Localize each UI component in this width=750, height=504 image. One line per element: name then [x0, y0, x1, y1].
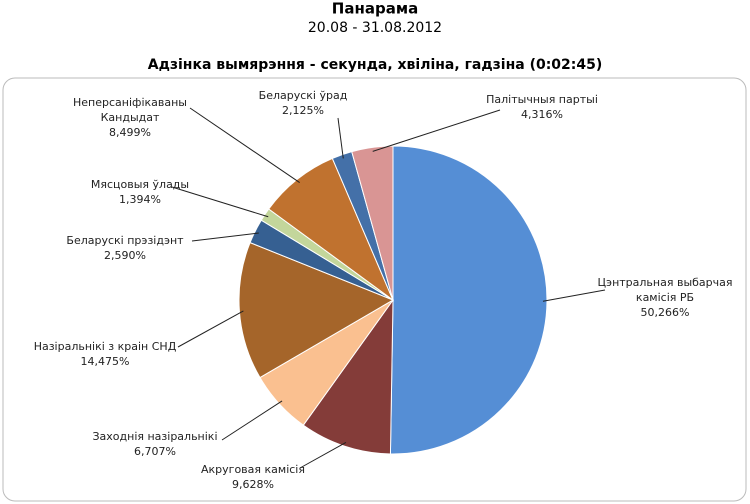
slice-label: Палітычныя партыі [486, 93, 598, 106]
leader-line [299, 441, 347, 469]
leader-line [191, 232, 259, 242]
chart-subtitle: 20.08 - 31.08.2012 [308, 20, 442, 36]
value-label: 1,394% [119, 193, 161, 206]
pie-slice [351, 145, 394, 301]
slice-label: Беларускі прэзідэнт [66, 234, 184, 247]
slice-label: Мясцовыя ўлады [91, 178, 189, 191]
slice-label: Заходнія назіральнікі [92, 430, 217, 443]
value-label: 4,316% [521, 108, 563, 121]
value-label: 14,475% [81, 355, 130, 368]
leader-line [177, 310, 244, 348]
leader-line [337, 117, 344, 159]
slice-label: Цэнтральная выбарчая камісія РБ [598, 276, 733, 304]
pie-slice [389, 145, 548, 455]
leader-line [372, 109, 501, 152]
leader-line [221, 400, 283, 441]
slice-label: Неперсаніфікаваны Кандыдат [73, 96, 187, 124]
pie-slice [302, 298, 394, 455]
value-label: 6,707% [134, 445, 176, 458]
leader-line [189, 107, 300, 183]
value-label: 50,266% [641, 306, 690, 319]
chart-border [2, 77, 747, 502]
slice-label: Акруговая камісія [201, 463, 305, 476]
chart-title: Панарама [332, 0, 418, 18]
value-label: 2,125% [282, 104, 324, 117]
leader-line [171, 186, 269, 218]
value-label: 2,590% [104, 249, 146, 262]
pie-slice [238, 241, 395, 379]
slice-label: Беларускі ўрад [259, 89, 348, 102]
value-label: 8,499% [109, 126, 151, 139]
slice-label: Назіральнікі з краін СНД [34, 340, 177, 353]
chart-subtitle: Адзінка вымярэння - секунда, хвіліна, га… [148, 57, 603, 73]
leader-line [542, 289, 606, 302]
value-label: 9,628% [232, 478, 274, 491]
